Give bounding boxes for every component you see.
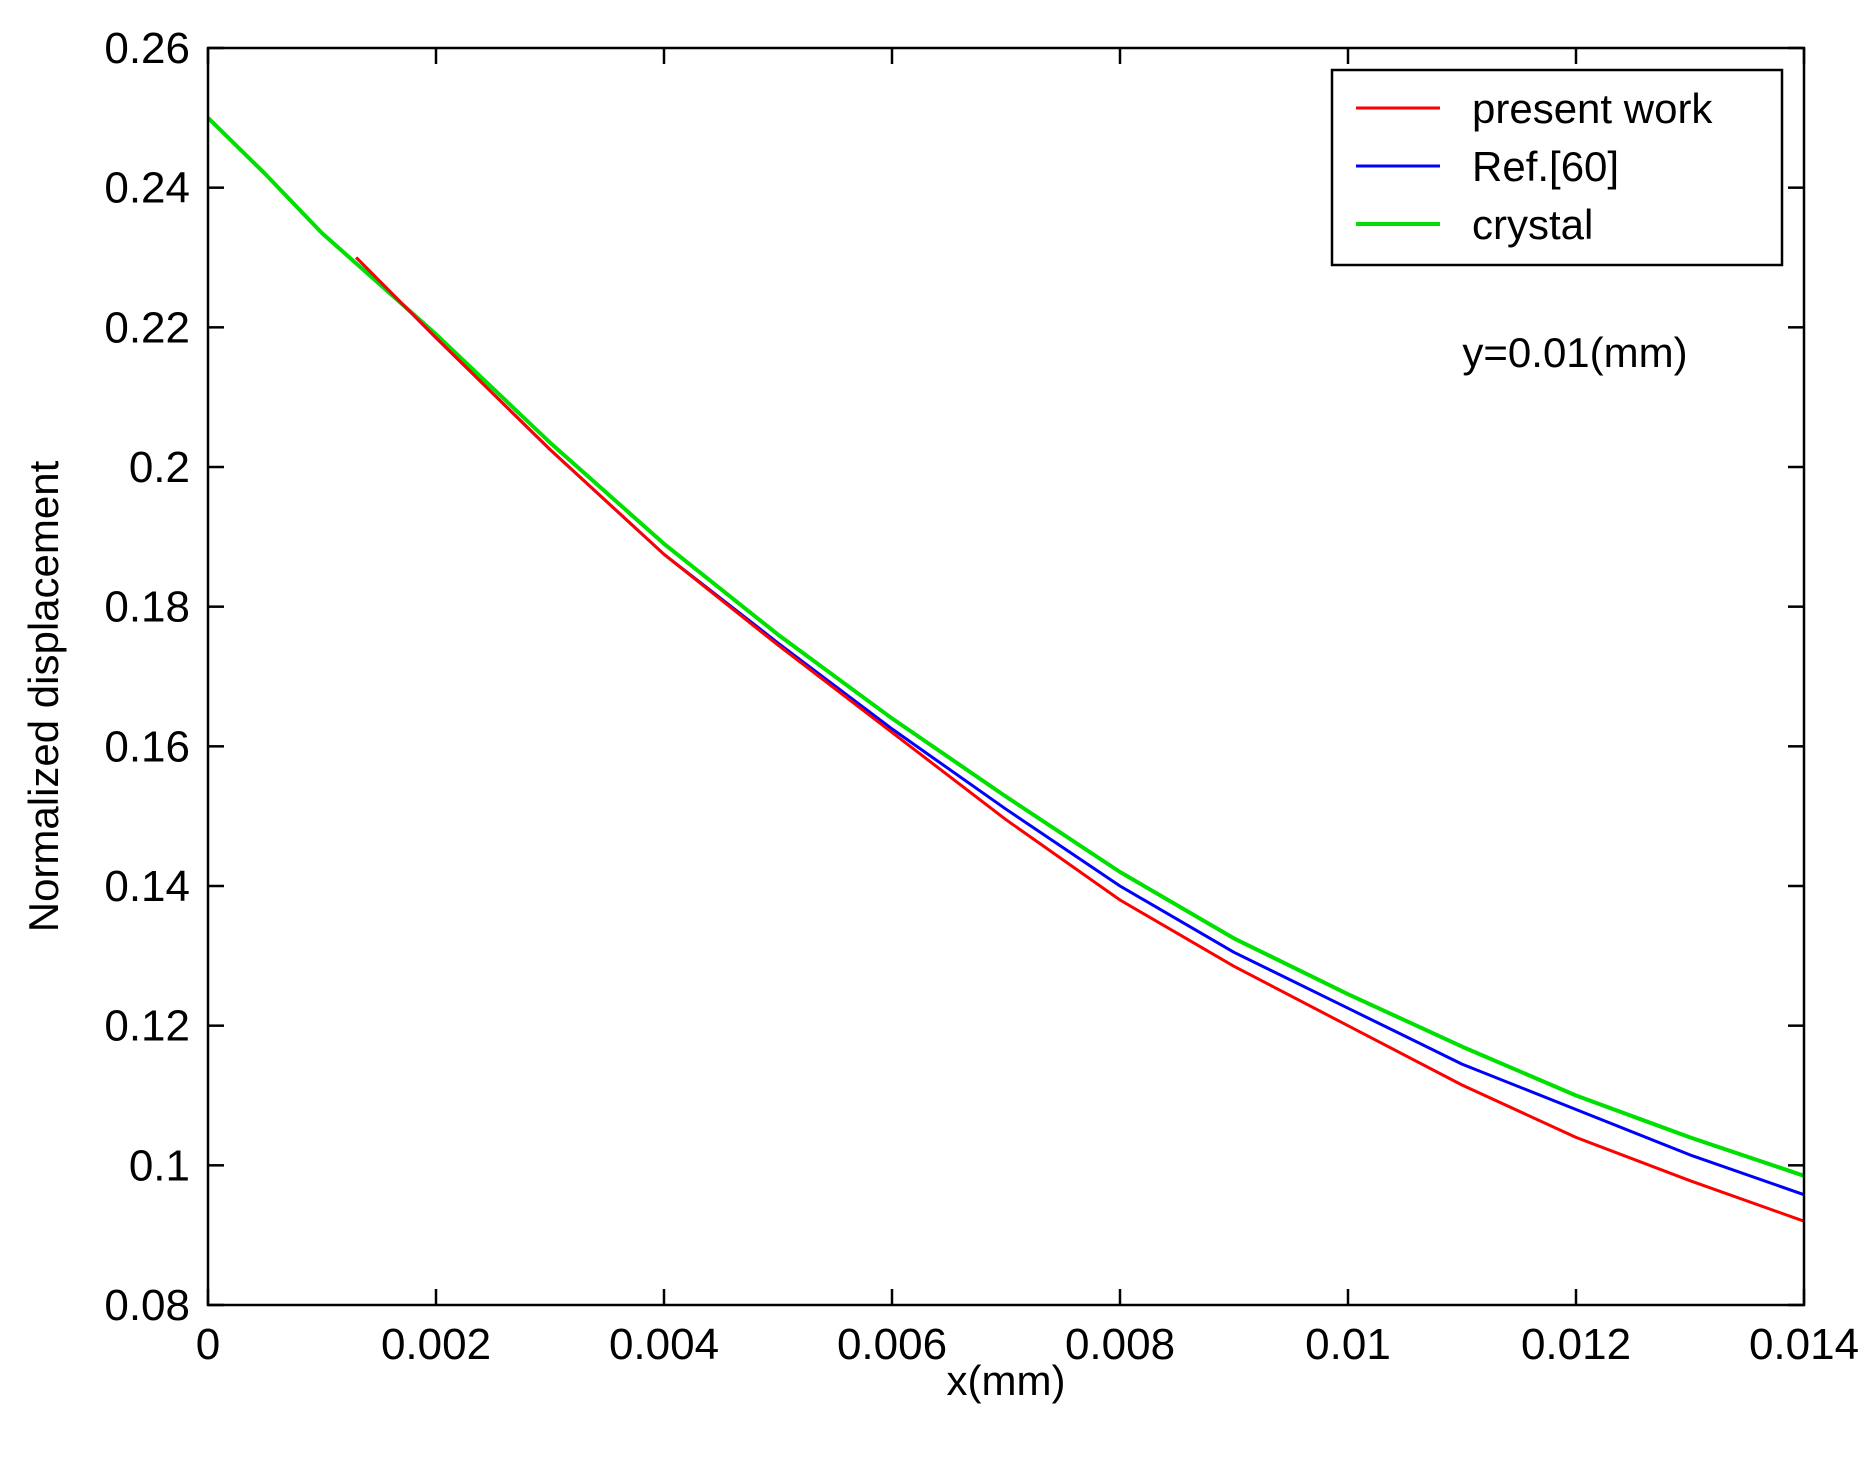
legend-label-crystal: crystal xyxy=(1472,201,1593,248)
series-line-present-work xyxy=(355,256,1805,1223)
x-tick-label: 0.014 xyxy=(1749,1320,1859,1369)
y-tick-label: 0.22 xyxy=(104,303,190,352)
y-tick-label: 0.16 xyxy=(104,722,190,771)
plot-area-frame xyxy=(206,46,1806,1307)
x-tick-label: 0.01 xyxy=(1305,1320,1391,1369)
y-tick-label: 0.18 xyxy=(104,583,190,632)
x-axis-label: x(mm) xyxy=(947,1357,1066,1404)
y-tick-label: 0.2 xyxy=(129,443,190,492)
x-tick-label: 0.008 xyxy=(1065,1320,1175,1369)
axis-ticks: 0 0.002 0.004 0.006 0.008 0.01 0.012 0.014 0.08 0… xyxy=(104,24,1859,1369)
x-tick-label: 0.012 xyxy=(1521,1320,1631,1369)
x-tick-label: 0.002 xyxy=(381,1320,491,1369)
y-tick-label: 0.24 xyxy=(104,164,190,213)
y-axis-label: Normalized displacement xyxy=(20,460,67,932)
x-tick-label: 0 xyxy=(196,1320,220,1369)
x-tick-label: 0.006 xyxy=(837,1320,947,1369)
y-tick-label: 0.12 xyxy=(104,1002,190,1051)
y-tick-label: 0.14 xyxy=(104,862,190,911)
legend-label-present-work: present work xyxy=(1472,85,1713,132)
series-layer xyxy=(206,116,1805,1223)
legend-label-ref-60: Ref.[60] xyxy=(1472,143,1619,190)
y-tick-label: 0.26 xyxy=(104,24,190,73)
legend: present work Ref.[60] crystal xyxy=(1330,68,1784,267)
y-tick-label: 0.1 xyxy=(129,1141,190,1190)
y-tick-label: 0.08 xyxy=(104,1281,190,1330)
series-line-crystal xyxy=(206,116,1805,1178)
annotation-y-value: y=0.01(mm) xyxy=(1462,329,1687,376)
x-tick-label: 0.004 xyxy=(609,1320,719,1369)
